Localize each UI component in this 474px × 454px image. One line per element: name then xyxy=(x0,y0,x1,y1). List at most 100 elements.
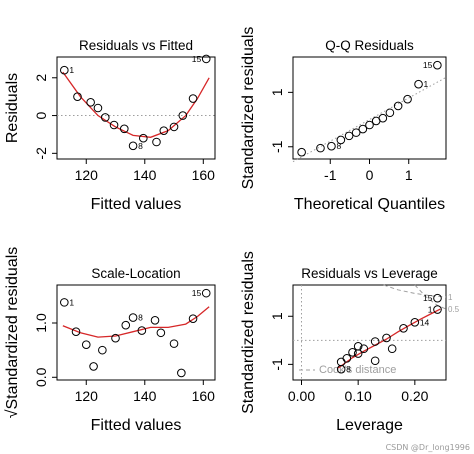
chart-title: Q-Q Residuals xyxy=(325,38,414,53)
data-point xyxy=(81,340,91,350)
watermark: CSDN @Dr_long1996 xyxy=(385,443,470,452)
data-point xyxy=(336,135,346,145)
y-tick-label: -1 xyxy=(269,358,285,371)
residuals-vs-fitted-panel: Residuals vs Fitted 120 140 160 -2 0 2 Fitted v… xyxy=(4,38,216,213)
data-point xyxy=(128,141,138,151)
data-point xyxy=(387,344,397,354)
data-point xyxy=(358,124,368,134)
data-point xyxy=(177,368,186,378)
data-point xyxy=(410,317,420,327)
data-point xyxy=(60,65,69,75)
data-point xyxy=(433,60,442,70)
plot-frame xyxy=(292,56,447,160)
x-axis-title: Leverage xyxy=(336,417,403,434)
cooks-distance-contour xyxy=(414,284,447,310)
y-tick-label: 1 xyxy=(269,312,285,320)
data-point xyxy=(342,354,352,363)
y-tick-label: 1.0 xyxy=(33,313,49,333)
x-tick-label: 120 xyxy=(75,388,99,404)
point-label: 15 xyxy=(192,54,202,64)
y-axis-title: Residuals xyxy=(4,73,21,143)
chart-title: Residuals vs Leverage xyxy=(301,266,438,281)
data-point xyxy=(433,305,442,314)
y-tick-label: 0.0 xyxy=(33,367,49,387)
point-label: 1 xyxy=(69,297,74,307)
data-point xyxy=(100,113,110,122)
data-point xyxy=(353,349,363,358)
x-tick-label: 1 xyxy=(405,167,413,183)
data-point xyxy=(93,103,103,113)
data-point xyxy=(188,94,198,103)
point-label: 8 xyxy=(336,141,341,151)
x-tick-label: 0.10 xyxy=(345,388,372,404)
residuals-vs-leverage-panel: Residuals vs Leverage 0.00 0.10 0.20 -1 1 Leve… xyxy=(240,251,460,434)
data-point xyxy=(128,313,138,322)
data-point xyxy=(109,120,119,130)
data-point xyxy=(169,122,179,132)
data-point xyxy=(433,293,442,303)
data-point xyxy=(403,94,412,104)
data-point xyxy=(119,124,129,134)
data-point xyxy=(378,113,388,123)
data-point xyxy=(188,314,198,323)
data-point xyxy=(86,98,95,107)
point-label: 8 xyxy=(138,141,143,151)
x-axis-title: Fitted values xyxy=(91,417,182,434)
y-tick-label: -2 xyxy=(33,147,49,160)
x-tick-label: 0 xyxy=(366,167,374,183)
data-point xyxy=(382,333,391,343)
data-point xyxy=(348,348,357,357)
data-point xyxy=(385,108,395,118)
data-point xyxy=(152,137,161,147)
x-tick-label: 140 xyxy=(133,388,157,404)
data-point xyxy=(73,92,82,101)
point-label: 15 xyxy=(423,60,433,70)
x-tick-label: 0.00 xyxy=(288,388,315,404)
x-tick-label: -1 xyxy=(324,167,337,183)
y-axis-title: Standardized residuals xyxy=(240,27,257,190)
smoother-line xyxy=(62,306,210,338)
data-point xyxy=(393,101,403,111)
data-point xyxy=(351,128,361,137)
y-axis-title: Standardized residuals xyxy=(240,251,257,414)
data-point xyxy=(344,131,354,141)
point-label: 8 xyxy=(138,313,143,323)
smoother-line xyxy=(62,71,210,138)
data-point xyxy=(121,320,131,330)
plot-frame xyxy=(56,56,216,160)
data-point xyxy=(150,315,160,325)
cooks-contour-label: 0.5 xyxy=(448,305,460,314)
data-point xyxy=(370,337,380,346)
point-label: 8 xyxy=(346,364,351,374)
data-point xyxy=(159,126,169,135)
qq-residuals-panel: Q-Q Residuals -1 0 1 -1 1 Theoretical Quantile… xyxy=(240,27,447,213)
point-label: 1 xyxy=(428,305,433,315)
cooks-legend-text: Cook's distance xyxy=(319,364,396,376)
data-point xyxy=(98,345,107,355)
x-tick-label: 0.20 xyxy=(401,388,428,404)
data-point xyxy=(365,120,374,130)
x-tick-label: 160 xyxy=(192,388,216,404)
y-tick-label: 1 xyxy=(269,88,285,96)
x-axis-title: Theoretical Quantiles xyxy=(294,196,445,213)
data-point xyxy=(201,54,211,64)
data-point xyxy=(156,328,166,338)
data-point xyxy=(178,111,188,120)
chart-title: Scale-Location xyxy=(91,266,180,281)
data-point xyxy=(201,288,211,298)
x-axis-title: Fitted values xyxy=(91,196,182,213)
y-axis-title: √Standardized residuals xyxy=(4,247,21,419)
data-point xyxy=(71,327,81,336)
point-label: 1 xyxy=(69,65,74,75)
plot-frame xyxy=(292,284,447,381)
smoother-line xyxy=(337,308,441,369)
x-tick-label: 140 xyxy=(133,167,157,183)
data-point xyxy=(111,333,120,343)
point-label: 15 xyxy=(423,293,433,303)
data-point xyxy=(359,344,369,354)
data-point xyxy=(399,323,408,333)
y-tick-label: 2 xyxy=(33,74,49,82)
x-tick-label: 120 xyxy=(75,167,99,183)
point-label: 15 xyxy=(192,288,202,298)
